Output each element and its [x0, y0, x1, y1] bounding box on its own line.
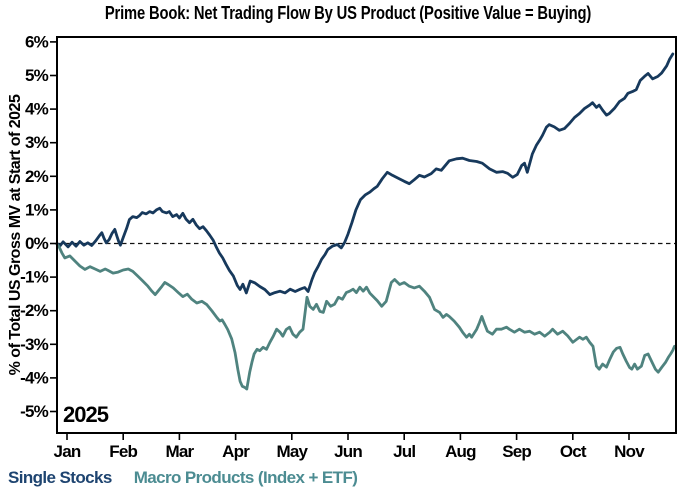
x-tick-label: Jan: [54, 442, 81, 461]
x-tick-label: Jun: [334, 442, 362, 461]
x-tick-label: Apr: [222, 442, 250, 461]
y-tick-label: -5%: [20, 402, 49, 421]
x-tick-label: Mar: [165, 442, 194, 461]
y-tick-label: -4%: [20, 368, 49, 387]
y-tick-label: -2%: [20, 301, 49, 320]
x-tick-label: Oct: [560, 442, 587, 461]
legend-item-single-stocks: Single Stocks: [8, 468, 112, 487]
y-tick-label: 1%: [25, 200, 49, 219]
x-tick-label: Nov: [614, 442, 645, 461]
y-tick-label: -1%: [20, 268, 49, 287]
x-tick-label: May: [276, 442, 308, 461]
y-tick-label: 0%: [25, 234, 49, 253]
single-stocks-line: [55, 52, 675, 297]
legend-item-macro-products: Macro Products (Index + ETF): [133, 468, 358, 487]
macro-products-line: [55, 242, 676, 391]
y-tick-label: 2%: [25, 167, 49, 186]
legend: Single Stocks Macro Products (Index + ET…: [8, 468, 358, 488]
x-tick-label: Aug: [445, 442, 476, 461]
x-tick-label: Sep: [502, 442, 531, 461]
plot-frame: [56, 36, 677, 434]
year-annotation: 2025: [63, 402, 109, 427]
x-tick-label: Feb: [109, 442, 137, 461]
y-tick-label: 3%: [25, 133, 49, 152]
y-tick-label: 6%: [25, 32, 49, 51]
y-tick-label: 5%: [25, 66, 49, 85]
chart-title: Prime Book: Net Trading Flow By US Produ…: [104, 3, 592, 23]
y-tick-label: -3%: [20, 335, 49, 354]
y-tick-label: 4%: [25, 100, 49, 119]
x-tick-label: Jul: [393, 442, 415, 461]
